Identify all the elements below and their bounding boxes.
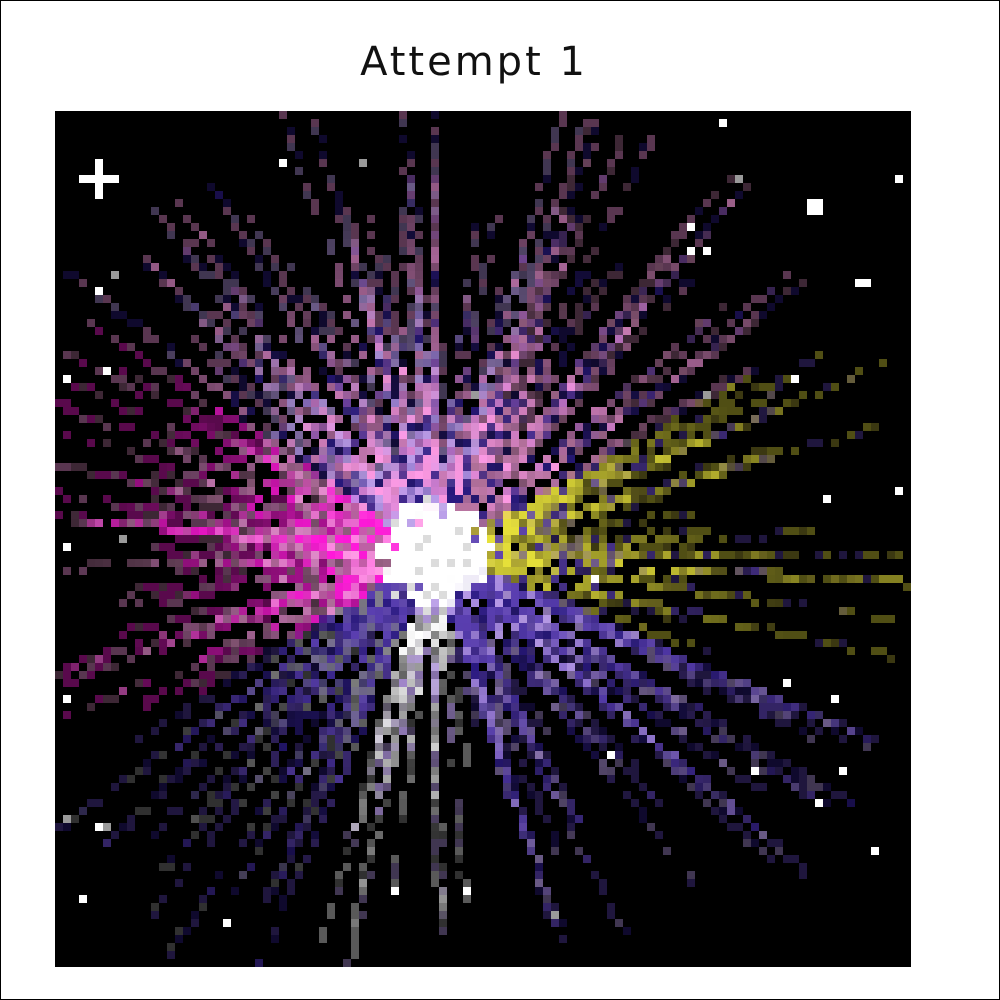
starburst-artwork <box>55 111 911 967</box>
figure-title: Attempt 1 <box>360 39 588 85</box>
pixel-starburst-canvas <box>55 111 911 967</box>
